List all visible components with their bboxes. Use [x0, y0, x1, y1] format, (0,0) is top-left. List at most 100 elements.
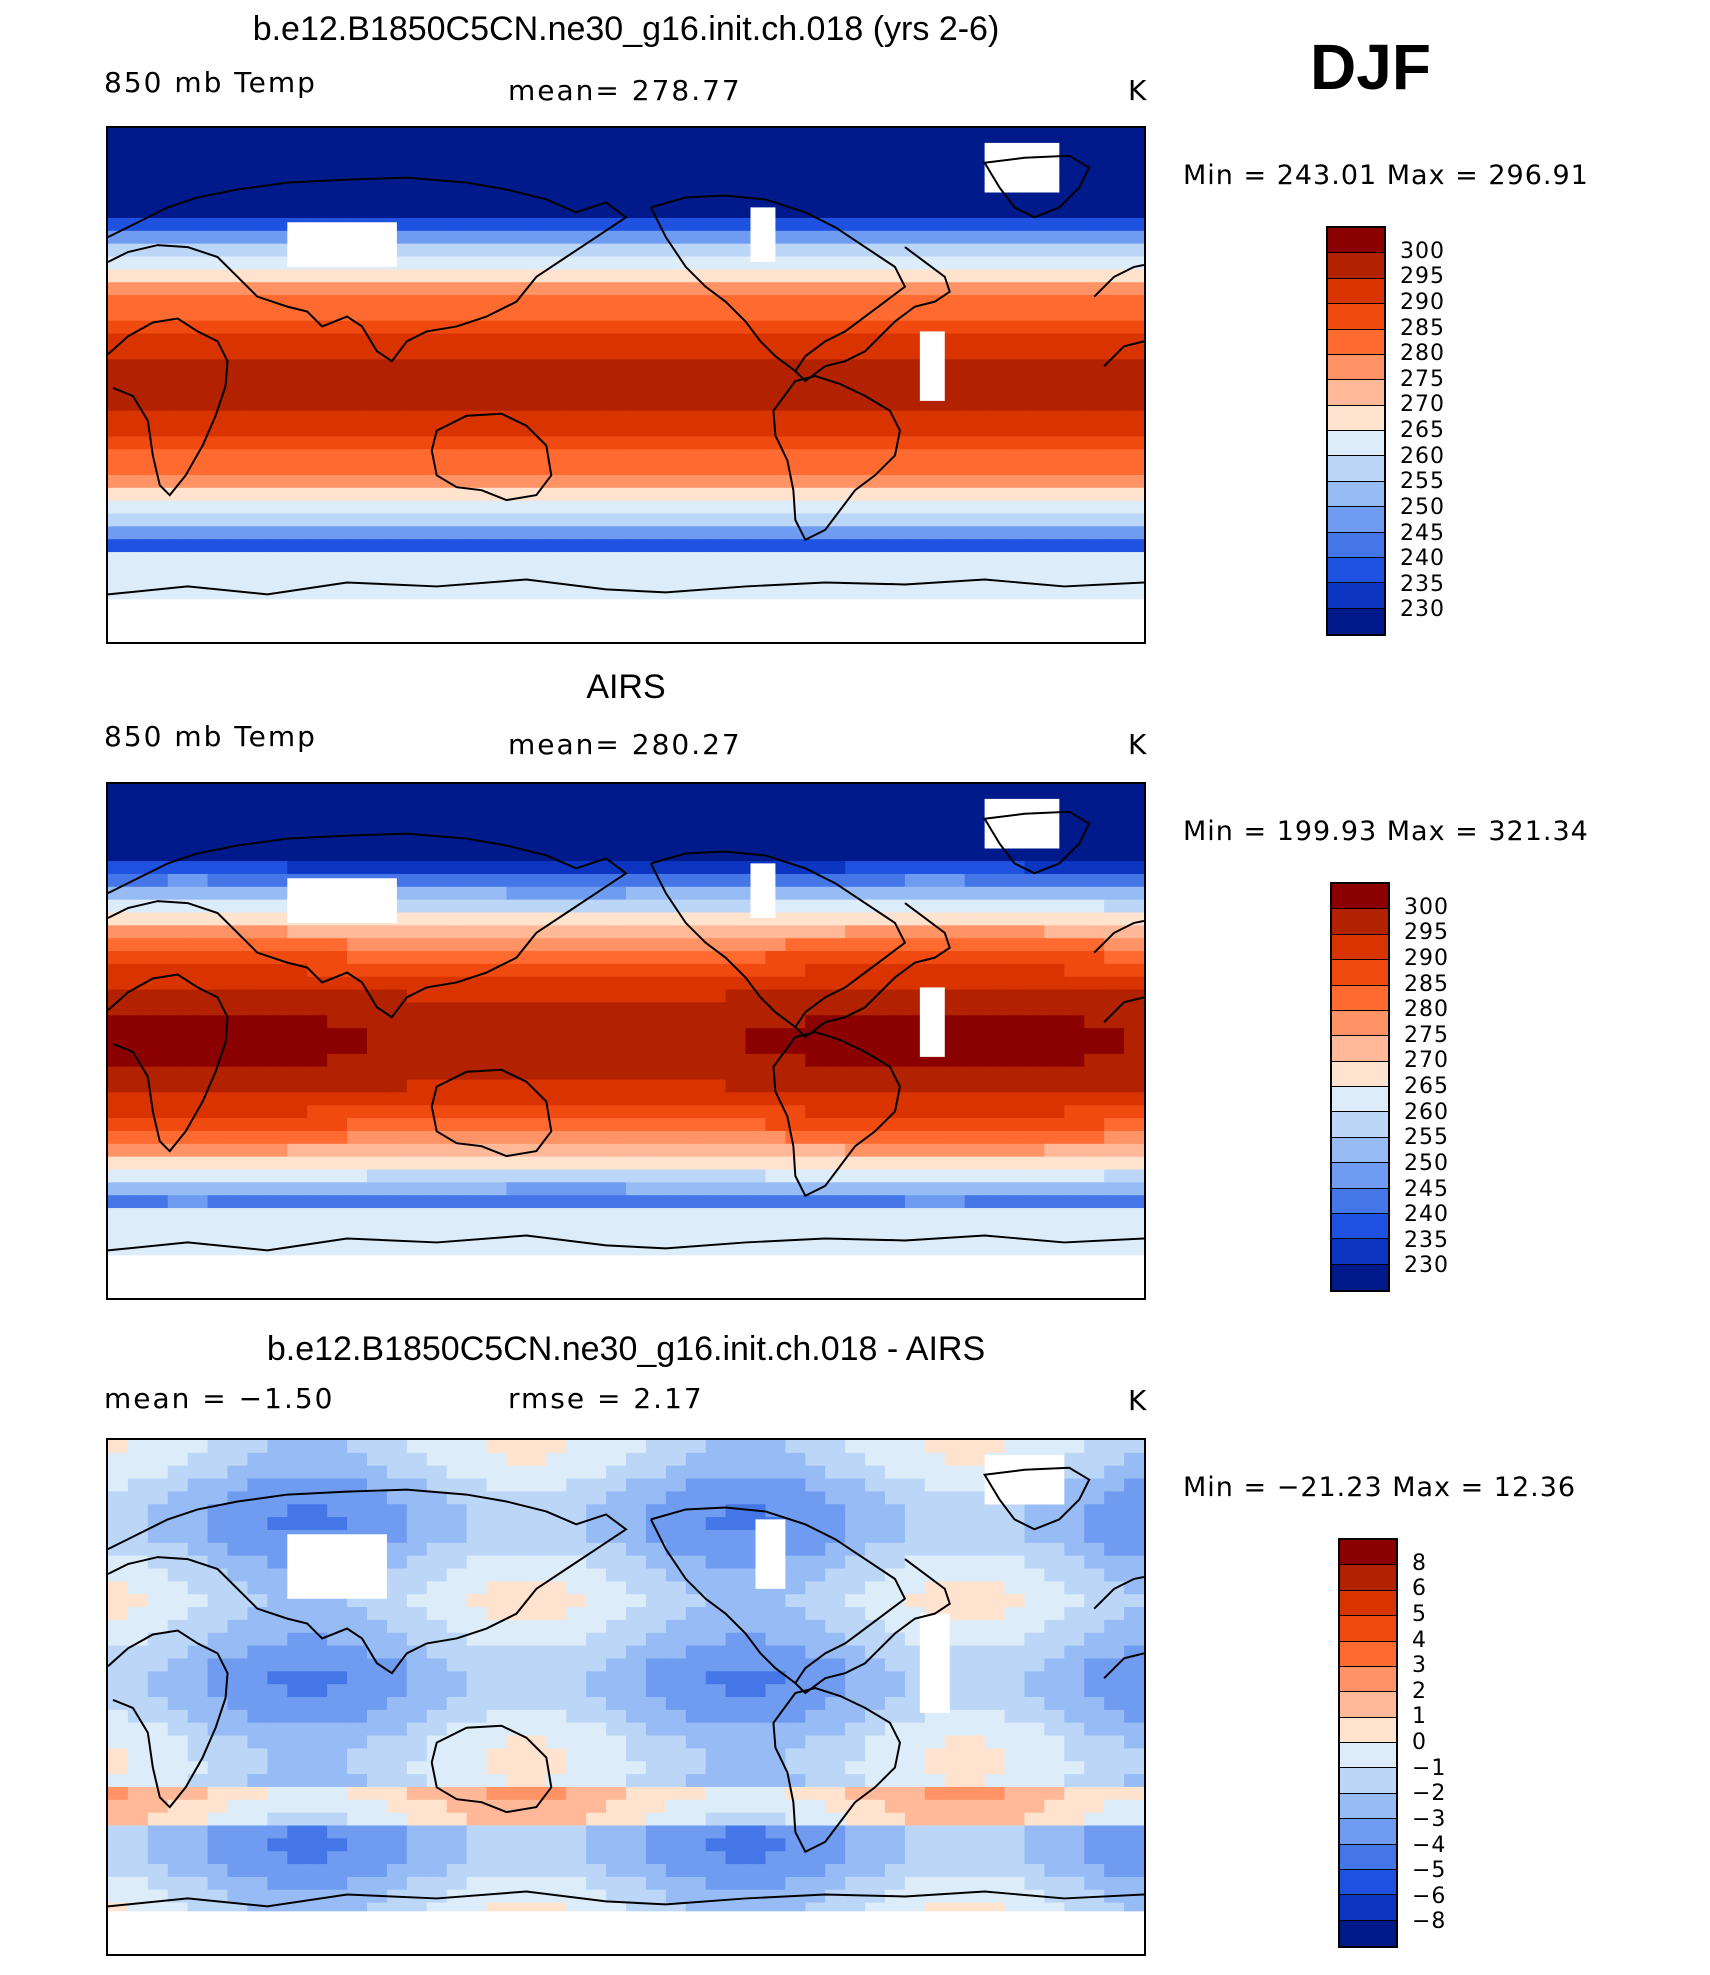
coastline: [650, 194, 951, 383]
colorbar-tick-label: 275: [1404, 1022, 1449, 1048]
colorbar-swatch: [1332, 1163, 1388, 1189]
coastline: [982, 1466, 1091, 1531]
colorbar-swatch: [1328, 431, 1384, 457]
colorbar-tick-label: 5: [1412, 1601, 1427, 1627]
colorbar-swatch: [1340, 1692, 1396, 1718]
colorbar-swatch: [1332, 884, 1388, 910]
colorbar-tick-label: −8: [1412, 1909, 1447, 1935]
colorbar-swatch: [1340, 1819, 1396, 1845]
missing-data-area: [287, 1534, 387, 1599]
coastline: [1093, 1575, 1144, 1610]
coastline: [650, 1518, 796, 1684]
colorbar-swatch: [1328, 278, 1384, 305]
colorbar-swatch: [1332, 1213, 1388, 1240]
colorbar-tick-label: 245: [1404, 1176, 1449, 1202]
panel-2-minmax: Min = 199.93 Max = 321.34: [1183, 816, 1589, 847]
colorbar-tick-label: −2: [1412, 1781, 1447, 1807]
panel-1-title: b.e12.B1850C5CN.ne30_g16.init.ch.018 (yr…: [252, 10, 1000, 48]
colorbar-tick-label: −3: [1412, 1806, 1447, 1832]
coastline: [650, 862, 796, 1028]
missing-data-area: [984, 798, 1060, 849]
colorbar-swatch: [1340, 1793, 1396, 1820]
colorbar-swatch: [1328, 329, 1384, 355]
colorbar-tick-label: 280: [1404, 997, 1449, 1023]
map-field: [108, 1440, 1144, 1954]
colorbar-swatch: [1332, 985, 1388, 1011]
missing-data-area: [755, 1519, 786, 1589]
colorbar-tick-label: 3: [1412, 1653, 1427, 1679]
colorbar-tick-label: 275: [1400, 366, 1445, 392]
colorbar-swatch: [1328, 557, 1384, 584]
coastline: [108, 832, 628, 1019]
colorbar-swatch: [1328, 532, 1384, 558]
coastline: [108, 1629, 229, 1809]
coastline: [1093, 263, 1144, 298]
missing-data-area: [750, 863, 776, 918]
colorbar-swatch: [1328, 405, 1384, 431]
colorbar-swatch: [1340, 1590, 1396, 1617]
panel-3-rmse-label: rmse = 2.17: [508, 1382, 704, 1415]
colorbar-tick-label: 300: [1400, 238, 1445, 264]
colorbar-swatch: [1332, 960, 1388, 986]
colorbar-swatch: [1332, 1087, 1388, 1113]
coastline: [772, 1687, 901, 1854]
colorbar-tick-label: −4: [1412, 1832, 1447, 1858]
coastline: [650, 206, 796, 372]
missing-data-area: [750, 207, 776, 262]
panel-3-colorbar: [1338, 1538, 1398, 1948]
panel-1-map: [106, 126, 1146, 644]
colorbar-tick-label: 245: [1400, 520, 1445, 546]
colorbar-swatch: [1332, 1061, 1388, 1087]
colorbar-tick-label: 265: [1404, 1074, 1449, 1099]
missing-data-area: [919, 987, 945, 1057]
colorbar-swatch: [1332, 1188, 1388, 1214]
missing-data-area: [108, 1255, 1144, 1298]
colorbar-tick-label: 300: [1404, 894, 1449, 920]
missing-data-area: [984, 1454, 1065, 1505]
colorbar-swatch: [1340, 1616, 1396, 1642]
colorbar-tick-label: 255: [1404, 1125, 1449, 1151]
missing-data-area: [108, 1911, 1144, 1954]
panel-1-variable-label: 850 mb Temp: [104, 66, 317, 99]
colorbar-tick-label: 4: [1412, 1627, 1427, 1653]
coastline: [430, 412, 553, 502]
colorbar-swatch: [1332, 909, 1388, 935]
coastline: [108, 578, 1144, 596]
colorbar-tick-label: 270: [1404, 1048, 1449, 1074]
coastline: [108, 973, 229, 1153]
panel-2-map: [106, 782, 1146, 1300]
panel-1-colorbar: [1326, 226, 1386, 636]
colorbar-swatch: [1332, 1112, 1388, 1138]
missing-data-area: [108, 599, 1144, 642]
missing-data-area: [919, 1613, 950, 1713]
colorbar-swatch: [1328, 507, 1384, 533]
panel-2-units-label: K: [1128, 728, 1149, 761]
colorbar-tick-label: 240: [1404, 1202, 1449, 1228]
panel-1-units-label: K: [1128, 74, 1149, 107]
colorbar-tick-label: 270: [1400, 392, 1445, 418]
colorbar-tick-label: 250: [1400, 494, 1445, 520]
panel-2-variable-label: 850 mb Temp: [104, 720, 317, 753]
colorbar-tick-label: 265: [1400, 418, 1445, 443]
colorbar-swatch: [1328, 608, 1384, 634]
missing-data-area: [919, 331, 945, 401]
colorbar-tick-label: 285: [1400, 315, 1445, 341]
coastline: [1103, 996, 1144, 1023]
colorbar-swatch: [1332, 934, 1388, 961]
colorbar-tick-label: 6: [1412, 1576, 1427, 1602]
colorbar-swatch: [1332, 1036, 1388, 1062]
colorbar-swatch: [1328, 456, 1384, 482]
colorbar-swatch: [1340, 1743, 1396, 1769]
colorbar-tick-label: 1: [1412, 1704, 1427, 1730]
colorbar-swatch: [1328, 304, 1384, 330]
panel-2-colorbar: [1330, 882, 1390, 1292]
coastline: [108, 1890, 1144, 1908]
coastline: [108, 1488, 628, 1675]
coastline: [650, 850, 951, 1039]
colorbar-tick-label: 285: [1404, 971, 1449, 997]
colorbar-tick-label: −5: [1412, 1858, 1447, 1884]
colorbar-swatch: [1340, 1920, 1396, 1946]
panel-3-units-label: K: [1128, 1384, 1149, 1417]
colorbar-tick-label: 290: [1400, 289, 1445, 315]
colorbar-swatch: [1328, 583, 1384, 609]
